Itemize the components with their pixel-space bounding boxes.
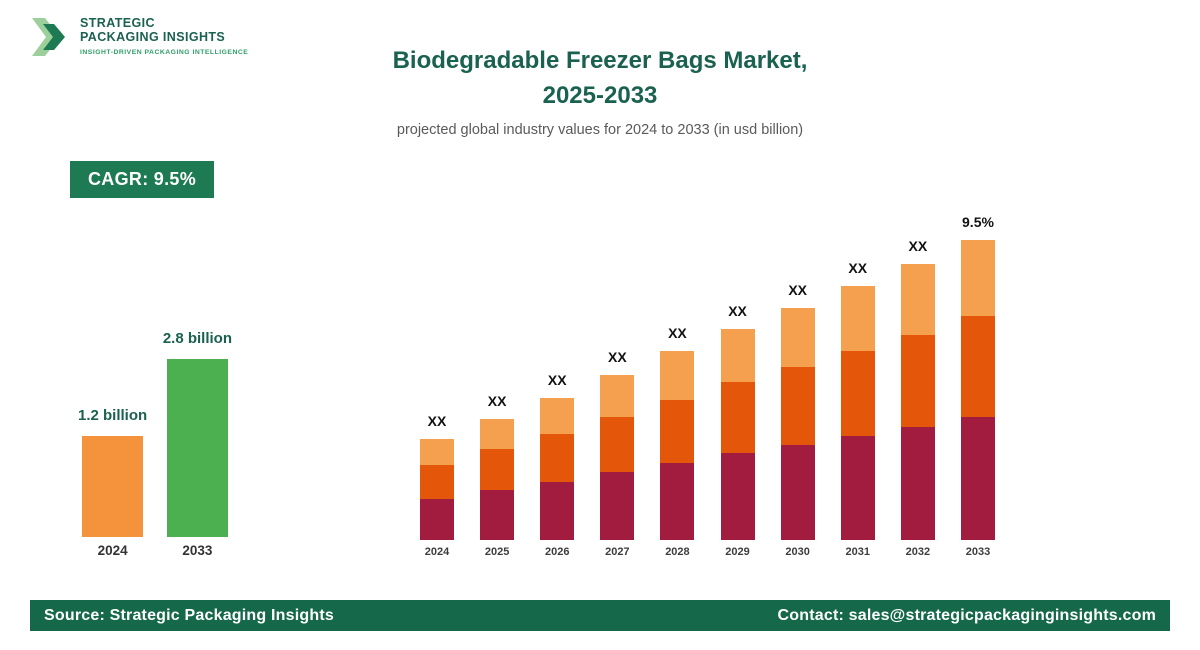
bar-segment-bottom (720, 453, 755, 540)
bar-value-label: XX (848, 260, 868, 276)
bar-value-label: XX (427, 413, 447, 429)
bar-segment-bottom (900, 427, 935, 540)
stacked-bar (660, 351, 695, 540)
stacked-bar-group: XX 2027 (600, 349, 635, 558)
stacked-bar-group: XX 2032 (900, 238, 935, 558)
stacked-bar (600, 375, 635, 540)
stacked-bar-group: XX 2030 (780, 282, 815, 558)
bar-value-label: XX (487, 393, 507, 409)
stacked-bar (780, 308, 815, 540)
bar-segment-bottom (600, 472, 635, 540)
x-axis-label: 2029 (725, 546, 750, 558)
stacked-bar-group: XX 2029 (720, 303, 755, 558)
bar-segment-bottom (480, 490, 515, 540)
page-subtitle: projected global industry values for 202… (396, 121, 804, 138)
bar-segment-top (540, 398, 575, 434)
bar-value-label: 9.5% (962, 214, 994, 230)
x-axis-label: 2033 (965, 546, 991, 558)
x-axis-label: 2024 (424, 546, 450, 558)
page-title-line1: Biodegradable Freezer Bags Market, (392, 47, 808, 74)
bar-segment-middle (720, 382, 755, 453)
bar-segment-middle (420, 465, 454, 499)
bar-segment-top (480, 419, 515, 449)
stacked-bar-group: XX 2026 (540, 372, 575, 558)
bar-segment-top (900, 264, 935, 335)
title-block: Biodegradable Freezer Bags Market, 2025-… (280, 44, 920, 138)
x-axis-label: 2024 (97, 543, 128, 558)
bar-segment-top (420, 439, 454, 465)
bar-segment-bottom (420, 499, 454, 540)
cagr-badge: CAGR: 9.5% (70, 161, 215, 198)
mini-bar (82, 436, 144, 537)
mini-bar-group: 1.2 billion 2024 (78, 407, 147, 558)
bar-value-label: XX (908, 238, 928, 254)
footer-contact: Contact: sales@strategicpackaginginsight… (777, 606, 1156, 624)
logo-tagline: INSIGHT-DRIVEN PACKAGING INTELLIGENCE (80, 48, 249, 56)
bar-segment-middle (960, 316, 995, 417)
bar-value-label: 1.2 billion (78, 407, 148, 424)
x-axis-label: 2033 (182, 543, 213, 558)
bar-segment-middle (840, 351, 875, 436)
logo-line2: PACKAGING INSIGHTS (80, 30, 226, 45)
bar-segment-top (840, 286, 875, 351)
page-title-line2: 2025-2033 (542, 81, 658, 109)
stacked-bar-group: XX 2028 (660, 325, 695, 558)
footer-source: Source: Strategic Packaging Insights (44, 606, 334, 624)
bar-segment-middle (660, 400, 695, 463)
footer-bar: Source: Strategic Packaging Insights Con… (30, 600, 1170, 631)
bar-value-label: XX (607, 349, 627, 365)
logo-line1: STRATEGIC (80, 16, 155, 30)
bar-segment-middle (600, 417, 635, 472)
stacked-bar-group: 9.5% 2033 (960, 214, 995, 558)
mini-bar (166, 359, 228, 537)
bar-segment-middle (480, 449, 515, 490)
logo-text: STRATEGIC PACKAGING INSIGHTS INSIGHT-DRI… (80, 14, 248, 57)
stacked-bar-group: XX 2025 (480, 393, 515, 558)
bar-segment-top (720, 329, 755, 382)
stacked-bar-chart: XX 2024 XX 2025 XX 2026 XX 2027 XX 2028 XX 2029 XX 20… (420, 214, 995, 558)
bar-value-label: XX (728, 303, 747, 319)
x-axis-label: 2027 (605, 546, 630, 558)
bar-segment-top (600, 375, 635, 417)
bar-value-label: XX (547, 372, 567, 388)
x-axis-label: 2030 (785, 546, 810, 558)
x-axis-label: 2025 (484, 546, 510, 558)
stacked-bar (900, 264, 935, 540)
bar-segment-top (960, 240, 995, 316)
x-axis-label: 2032 (905, 546, 931, 558)
bar-segment-bottom (840, 436, 875, 540)
bar-segment-middle (780, 367, 815, 445)
x-axis-label: 2028 (665, 546, 690, 558)
bar-value-label: XX (788, 282, 807, 298)
x-axis-label: 2026 (544, 546, 570, 558)
stacked-bar-group: XX 2031 (840, 260, 875, 558)
bar-segment-bottom (780, 445, 815, 540)
bar-segment-middle (540, 434, 575, 482)
stacked-bar (480, 419, 515, 540)
stacked-bar (960, 240, 995, 540)
bar-segment-middle (900, 335, 935, 427)
stacked-bar (420, 439, 454, 540)
brand-logo: STRATEGIC PACKAGING INSIGHTS INSIGHT-DRI… (30, 14, 248, 60)
logo-chevron-icon (32, 18, 65, 56)
mini-bar-chart: 1.2 billion 2024 2.8 billion 2033 (78, 330, 232, 558)
mini-bar-group: 2.8 billion 2033 (163, 330, 232, 558)
bar-segment-top (660, 351, 695, 400)
stacked-bar (540, 398, 575, 540)
stacked-bar-group: XX 2024 (420, 413, 454, 558)
bar-segment-bottom (960, 417, 995, 540)
stacked-bar (840, 286, 875, 540)
x-axis-label: 2031 (845, 546, 870, 558)
bar-segment-bottom (660, 463, 695, 540)
bar-value-label: 2.8 billion (162, 330, 232, 347)
bar-segment-top (780, 308, 815, 367)
bar-value-label: XX (668, 325, 687, 341)
stacked-bar (720, 329, 755, 540)
bar-segment-bottom (540, 482, 575, 540)
